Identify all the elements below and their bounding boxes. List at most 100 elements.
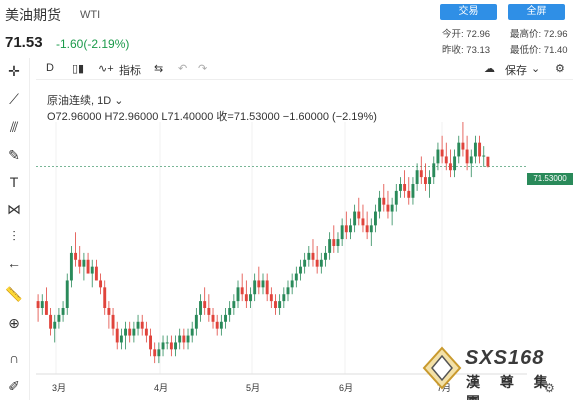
candle-body	[303, 259, 307, 267]
candle-body	[453, 156, 457, 171]
redo-icon[interactable]: ↷	[198, 63, 208, 75]
candle-body	[407, 190, 411, 198]
candle-body	[457, 142, 461, 157]
low-stat: 最低价: 71.40	[510, 45, 568, 56]
interval-button[interactable]: D	[46, 62, 54, 74]
candle-body	[90, 266, 94, 274]
undo-icon[interactable]: ↶	[178, 63, 188, 75]
candle-body	[349, 225, 352, 233]
candle-body	[128, 328, 132, 336]
candle-body	[169, 342, 173, 350]
candle-body	[94, 266, 98, 281]
high-stat: 最高价: 72.96	[510, 29, 568, 40]
trade-button[interactable]: 交易	[440, 4, 497, 20]
candle-body	[328, 239, 332, 253]
chart-toolbar: D ▯▮ ∿+ 指标 ⇆ ↶ ↷ ☁ 保存 ⌄ ⚙	[36, 58, 573, 80]
candle-body	[411, 184, 415, 198]
x-tick-label: 3月	[52, 383, 67, 393]
brush-icon[interactable]: ✎	[8, 147, 20, 163]
instrument-title: 美油期货	[5, 7, 61, 23]
pattern-tool-icon[interactable]: ⋈	[7, 201, 21, 217]
candle-body	[182, 335, 186, 343]
candle-body	[240, 287, 244, 295]
candle-body	[219, 321, 223, 329]
candle-body	[228, 308, 232, 315]
candle-body	[82, 259, 86, 267]
indicator-button[interactable]: 指标	[119, 65, 141, 77]
candle-body	[107, 308, 111, 315]
gear-icon[interactable]: ⚙	[555, 63, 565, 75]
candle-body	[448, 163, 452, 171]
ruler-icon[interactable]: 📏	[5, 286, 23, 302]
candle-body	[49, 314, 53, 329]
crosshair-icon[interactable]: ✛	[8, 63, 20, 79]
candle-body	[119, 335, 123, 343]
candle-body	[444, 156, 448, 164]
candle-body	[336, 239, 340, 246]
save-button[interactable]: 保存	[505, 65, 527, 77]
candle-body	[269, 294, 273, 302]
candle-body	[319, 259, 323, 267]
x-tick-label: 7月	[437, 383, 452, 393]
instrument-symbol: WTI	[80, 9, 101, 21]
candle-body	[461, 142, 465, 150]
candle-type-icon[interactable]: ▯▮	[72, 63, 85, 75]
prediction-tool-icon[interactable]: ⫶	[12, 228, 16, 244]
trend-line-icon[interactable]: ⟋	[9, 91, 19, 107]
chevron-down-icon[interactable]: ⌄	[114, 95, 124, 107]
candle-body	[44, 301, 48, 315]
candle-body	[224, 314, 227, 322]
candle-body	[124, 328, 128, 336]
candle-body	[174, 342, 177, 350]
prev-close-stat: 昨收: 73.13	[442, 45, 491, 56]
candle-body	[274, 301, 277, 308]
cloud-icon[interactable]: ☁	[484, 63, 495, 75]
candle-body	[478, 142, 482, 157]
back-arrow-icon[interactable]: ←	[7, 255, 21, 271]
text-tool-icon[interactable]: T	[9, 174, 19, 190]
candle-body	[153, 349, 157, 357]
candle-body	[99, 280, 103, 288]
candle-body	[249, 294, 252, 302]
candle-body	[265, 280, 269, 295]
indicator-icon[interactable]: ∿+	[98, 63, 114, 75]
candle-body	[61, 308, 65, 315]
candle-body	[65, 280, 69, 308]
candle-body	[344, 225, 348, 233]
candle-body	[57, 314, 61, 322]
last-price-tag: 71.53000	[527, 173, 573, 185]
chart-settings-gear-icon[interactable]: ⚙	[544, 381, 555, 395]
candle-body	[486, 156, 490, 167]
candle-body	[103, 287, 107, 308]
candle-body	[403, 184, 407, 191]
candle-body	[374, 211, 377, 226]
candle-body	[165, 342, 169, 344]
candle-body	[69, 252, 73, 281]
candle-body	[353, 211, 357, 226]
candle-body	[194, 314, 198, 329]
zoom-in-icon[interactable]: ⊕	[8, 315, 20, 331]
candle-body	[178, 335, 182, 343]
candle-body	[365, 225, 369, 233]
price-change: -1.60(-2.19%)	[56, 37, 130, 51]
candle-body	[423, 177, 427, 184]
chevron-down-icon[interactable]: ⌄	[531, 63, 541, 75]
ohlc-legend: O72.96000 H72.96000 L71.40000 收=71.53000…	[47, 111, 377, 123]
watermark-brand: SXS168	[465, 347, 545, 369]
candle-body	[382, 197, 386, 205]
candle-body	[294, 273, 298, 281]
fib-tool-icon[interactable]: ⫻	[9, 119, 19, 135]
candle-body	[207, 308, 211, 315]
candle-body	[299, 266, 302, 274]
lock-draw-icon[interactable]: ✐	[8, 378, 20, 394]
fullscreen-button[interactable]: 全屏	[508, 4, 565, 20]
candle-body	[428, 177, 432, 184]
candle-body	[469, 156, 473, 164]
candle-body	[436, 149, 440, 164]
candle-body	[332, 239, 336, 246]
magnet-icon[interactable]: ∩	[8, 350, 20, 366]
drawing-tools-sidebar: ✛ ⟋ ⫻ ✎ T ⋈ ⫶ ← 📏 ⊕ ∩ ✐	[0, 58, 30, 400]
open-stat: 今开: 72.96	[442, 29, 491, 40]
compare-icon[interactable]: ⇆	[154, 63, 164, 75]
